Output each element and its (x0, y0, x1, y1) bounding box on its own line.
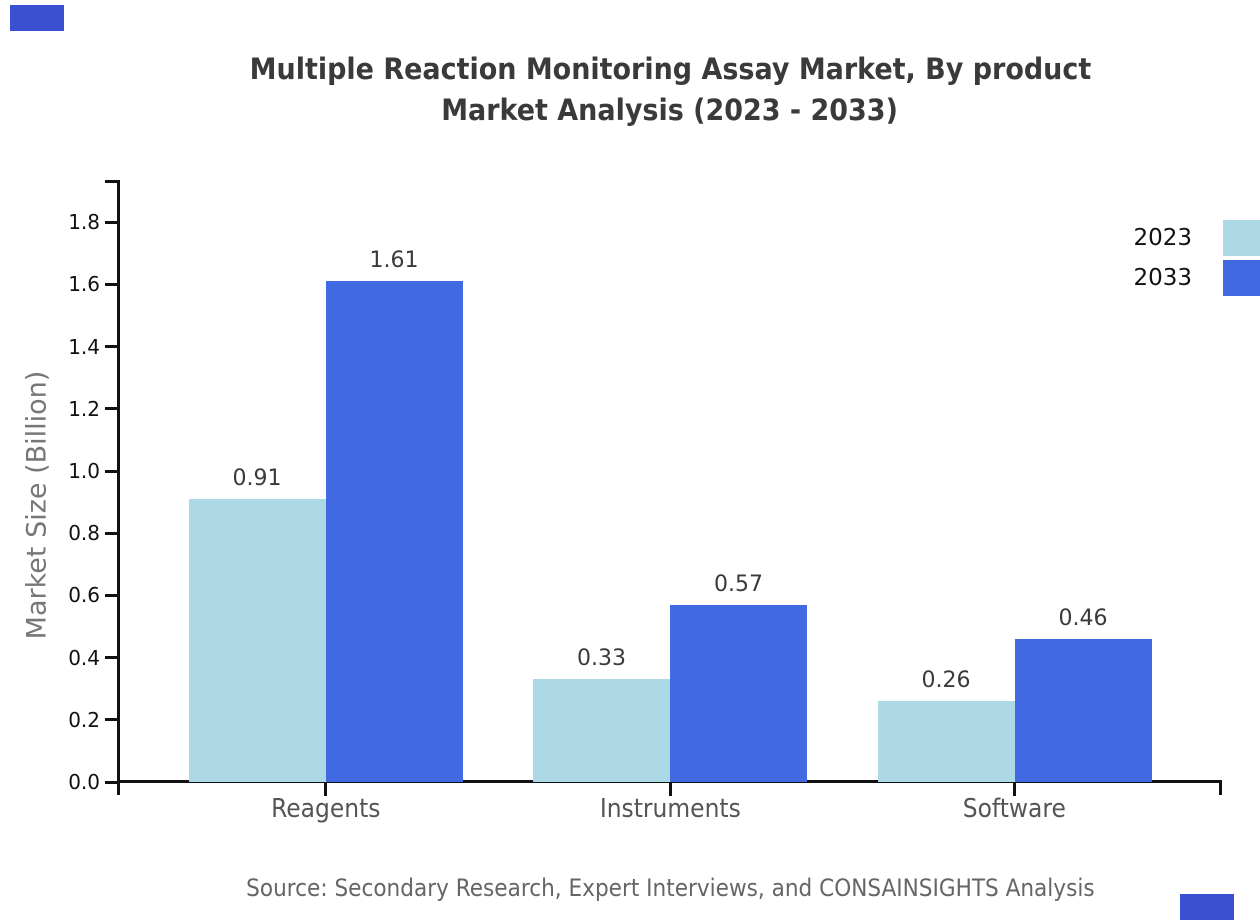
x-tick-mark (1013, 783, 1016, 796)
y-axis-spine (117, 180, 120, 795)
x-category-label-software: Software (905, 794, 1125, 824)
x-category-label-text: Instruments (599, 794, 741, 824)
source-note-text: Source: Secondary Research, Expert Inter… (245, 874, 1095, 902)
bar-reagents-2033 (325, 281, 463, 782)
brand-corner-square-top-left (10, 5, 64, 31)
y-tick-mark (105, 718, 117, 722)
y-tick-label: 0.8 (68, 521, 100, 546)
x-tick-mark (668, 783, 672, 796)
bar-value-label-software-2023: 0.26 (921, 668, 971, 694)
bar-value-label-reagents-2023: 0.91 (232, 465, 282, 491)
y-tick-mark (105, 656, 117, 660)
y-tick-mark (105, 593, 117, 597)
source-note: Source: Secondary Research, Expert Inter… (118, 874, 1222, 902)
y-tick-mark (105, 220, 117, 224)
y-tick-mark (105, 469, 117, 473)
bar-instruments-2023 (533, 679, 670, 782)
x-category-label-instruments: Instruments (560, 794, 780, 824)
bar-value-label-reagents-2033: 1.61 (369, 248, 419, 274)
bar-software-2023 (877, 701, 1015, 782)
chart-title: Multiple Reaction Monitoring Assay Marke… (118, 49, 1222, 131)
x-axis-end-tick (1219, 780, 1222, 795)
y-tick-label: 0.2 (68, 707, 100, 732)
brand-corner-square-bottom-right (1180, 894, 1234, 920)
legend-label-2023: 2023 (1133, 225, 1192, 251)
legend-swatch-2033 (1223, 260, 1260, 296)
x-tick-mark (324, 783, 327, 796)
y-tick-mark (105, 531, 117, 535)
y-tick-mark (105, 780, 117, 784)
bar-value-label-instruments-2033: 0.57 (714, 571, 763, 597)
x-category-label-text: Reagents (270, 794, 381, 824)
legend-label-2033: 2033 (1133, 265, 1192, 291)
bar-instruments-2033 (670, 604, 807, 782)
legend-swatch-2023 (1223, 220, 1260, 256)
chart-title-line2: Market Analysis (2023 - 2033) (441, 93, 899, 127)
bar-value-label-software-2033: 0.46 (1058, 605, 1108, 631)
y-tick-label: 1.2 (68, 396, 100, 421)
y-tick-label: 0.4 (68, 645, 100, 670)
y-axis-end-tick (105, 180, 117, 183)
y-tick-mark (105, 407, 117, 411)
y-tick-label: 0.6 (68, 583, 100, 608)
chart-title-line1: Multiple Reaction Monitoring Assay Marke… (249, 52, 1091, 86)
y-tick-label: 1.0 (68, 459, 100, 483)
y-tick-label: 1.4 (68, 334, 100, 359)
y-tick-label: 0.0 (68, 770, 100, 794)
x-category-label-reagents: Reagents (216, 794, 436, 824)
y-tick-mark (105, 282, 117, 286)
x-category-label-text: Software (962, 794, 1067, 824)
y-tick-label: 1.6 (68, 272, 100, 297)
bar-value-label-instruments-2023: 0.33 (577, 646, 626, 672)
bar-reagents-2023 (188, 498, 326, 782)
y-tick-mark (105, 345, 117, 349)
y-tick-label: 1.8 (68, 210, 100, 235)
bar-software-2033 (1014, 638, 1152, 782)
